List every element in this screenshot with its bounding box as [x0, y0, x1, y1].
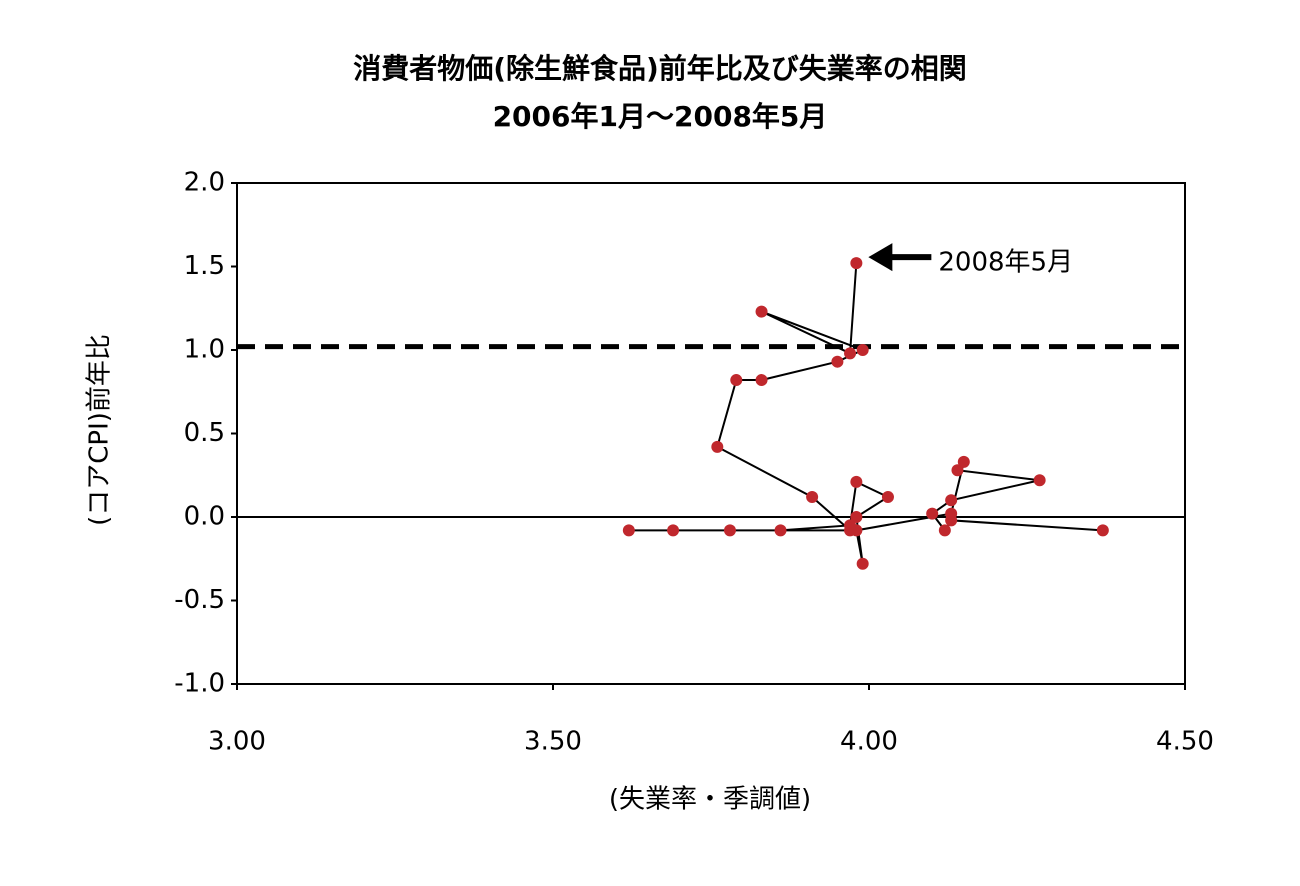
point — [856, 344, 869, 356]
point — [1096, 524, 1109, 537]
x-tick-label: 4.00 — [840, 727, 898, 757]
x-axis-label: (失業率・季調値) — [609, 785, 811, 815]
point — [774, 524, 787, 537]
point — [850, 475, 863, 488]
point — [951, 464, 964, 477]
y-tick-label: 1.0 — [184, 335, 225, 365]
point — [622, 524, 635, 537]
point — [850, 511, 863, 523]
series-line — [628, 263, 1103, 564]
x-tick-label: 4.50 — [1156, 727, 1214, 757]
point — [938, 524, 951, 537]
point — [945, 494, 958, 507]
point — [856, 557, 869, 570]
point — [755, 374, 768, 387]
y-tick-label: -1.0 — [174, 669, 225, 699]
point — [844, 524, 857, 537]
x-tick-label: 3.00 — [208, 727, 266, 757]
annotation: 2008年5月 — [938, 248, 1073, 278]
y-tick-label: 1.5 — [184, 251, 225, 281]
chart-title: 消費者物価(除生鮮食品)前年比及び失業率の相関 — [353, 52, 967, 85]
point — [957, 455, 970, 468]
y-tick-label: 0.5 — [184, 418, 225, 448]
x-tick-label: 3.50 — [524, 727, 582, 757]
point — [1033, 474, 1046, 487]
chart-subtitle: 2006年1月～2008年5月 — [493, 100, 828, 133]
point — [730, 374, 743, 387]
point — [711, 440, 724, 453]
point — [755, 305, 768, 318]
point — [850, 257, 863, 270]
point — [723, 524, 736, 537]
y-tick-label: 0.0 — [184, 502, 225, 532]
y-axis-label: (コアCPI)前年比 — [85, 334, 115, 526]
y-tick-label: -0.5 — [174, 585, 225, 615]
point — [667, 524, 680, 537]
point — [806, 490, 819, 503]
y-tick-label: 2.0 — [184, 168, 225, 198]
point — [881, 490, 894, 503]
point — [844, 347, 857, 360]
point — [945, 507, 958, 520]
point — [926, 507, 939, 520]
annotation-arrowhead — [868, 243, 893, 272]
point — [831, 355, 844, 368]
